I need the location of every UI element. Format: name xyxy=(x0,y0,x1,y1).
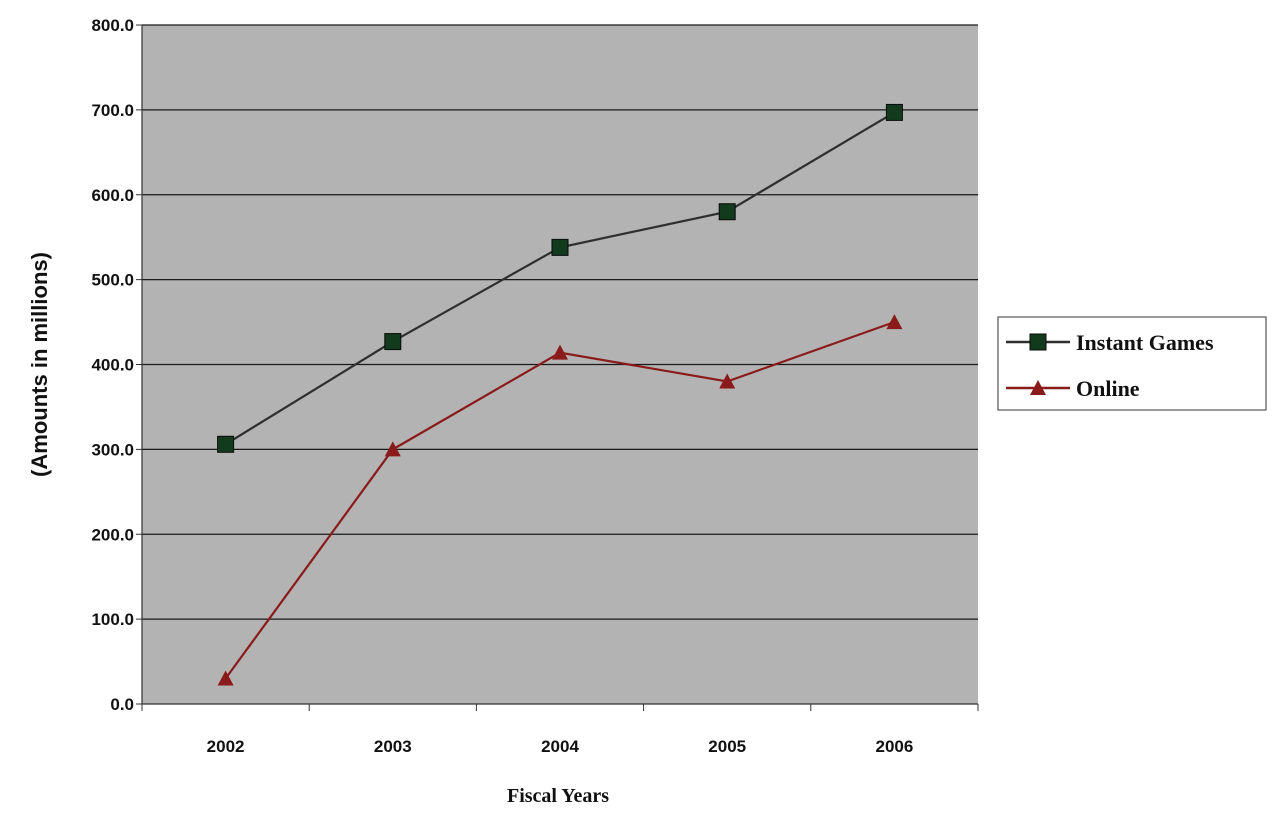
y-tick-label: 100.0 xyxy=(91,610,134,629)
data-point xyxy=(551,238,569,256)
y-tick-label: 400.0 xyxy=(91,356,134,375)
data-point xyxy=(719,373,736,389)
series-layer xyxy=(217,103,903,686)
data-point xyxy=(886,314,903,330)
legend-label: Online xyxy=(1076,376,1140,401)
data-point xyxy=(217,435,235,453)
y-tick-label: 300.0 xyxy=(91,440,134,459)
data-point xyxy=(718,203,736,221)
legend-marker xyxy=(1030,380,1046,395)
data-point xyxy=(217,670,234,686)
y-tick-label: 0.0 xyxy=(110,695,134,714)
y-tick-label: 700.0 xyxy=(91,101,134,120)
x-axis-label: Fiscal Years xyxy=(507,785,609,807)
y-tick-label: 600.0 xyxy=(91,186,134,205)
x-tick-label: 2006 xyxy=(875,737,913,756)
legend-item-0: Instant Games xyxy=(1006,330,1214,355)
x-tick-label: 2005 xyxy=(708,737,746,756)
legend-item-1: Online xyxy=(1006,376,1140,401)
x-tick-label: 2004 xyxy=(541,737,579,756)
legend-label: Instant Games xyxy=(1076,330,1214,355)
series-0 xyxy=(217,103,903,453)
y-axis-label: (Amounts in millions) xyxy=(27,252,52,477)
series-1 xyxy=(217,314,903,686)
y-tick-label: 800.0 xyxy=(91,16,134,35)
legend: Instant Games Online xyxy=(997,316,1267,411)
data-point xyxy=(384,333,402,351)
x-tick-label: 2002 xyxy=(207,737,245,756)
data-point xyxy=(384,441,401,457)
x-tick-label: 2003 xyxy=(374,737,412,756)
data-point xyxy=(552,344,568,360)
legend-marker xyxy=(1029,333,1047,351)
axes: 0.0 100.0 200.0 300.0 400.0 500.0 600.0 700.0 80… xyxy=(91,16,979,756)
data-point xyxy=(885,103,903,121)
axis-labels: (Amounts in millions) Fiscal Years xyxy=(27,252,609,807)
grid-lines xyxy=(142,24,978,620)
y-tick-label: 500.0 xyxy=(91,271,134,290)
y-tick-label: 200.0 xyxy=(91,525,134,544)
